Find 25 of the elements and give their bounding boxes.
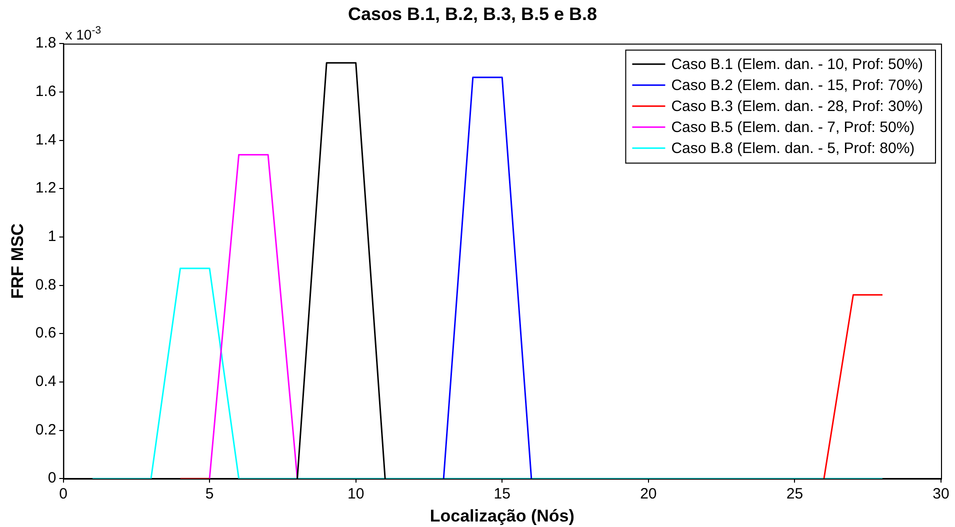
y-axis-title: FRF MSC [8, 223, 27, 299]
y-tick-label: 0.2 [35, 421, 56, 438]
y-tick-label: 1 [48, 228, 56, 246]
x-tick-label: 25 [786, 486, 804, 503]
legend-label: Caso B.1 (Elem. dan. - 10, Prof: 50%) [671, 56, 924, 74]
y-tick-label: 0 [48, 470, 56, 487]
x-tick-label: 15 [494, 486, 510, 503]
x-axis-title: Localização (Nós) [430, 506, 574, 526]
x-tick-label: 5 [205, 486, 214, 503]
y-tick-label: 1.4 [35, 131, 56, 148]
y-tick-label: 1.6 [35, 83, 56, 100]
x-tick-label: 0 [59, 486, 68, 503]
legend-label: Caso B.5 (Elem. dan. - 7, Prof: 50%) [671, 119, 915, 136]
y-tick-label: 1.8 [35, 34, 56, 52]
y-tick-label: 1.2 [35, 180, 56, 197]
x-tick-label: 20 [640, 486, 657, 503]
x-tick-label: 10 [347, 486, 364, 503]
y-tick-label: 0.4 [35, 373, 56, 390]
y-tick-label: 0.8 [35, 276, 56, 294]
legend-label: Caso B.2 (Elem. dan. - 15, Prof: 70%) [671, 77, 924, 94]
x-tick-label: 30 [932, 486, 950, 503]
y-tick-label: 0.6 [35, 324, 56, 342]
chart-title: Casos B.1, B.2, B.3, B.5 e B.8 [348, 4, 598, 24]
legend-label: Caso B.8 (Elem. dan. - 5, Prof: 80%) [671, 140, 915, 158]
legend-label: Caso B.3 (Elem. dan. - 28, Prof: 30%) [671, 98, 924, 116]
